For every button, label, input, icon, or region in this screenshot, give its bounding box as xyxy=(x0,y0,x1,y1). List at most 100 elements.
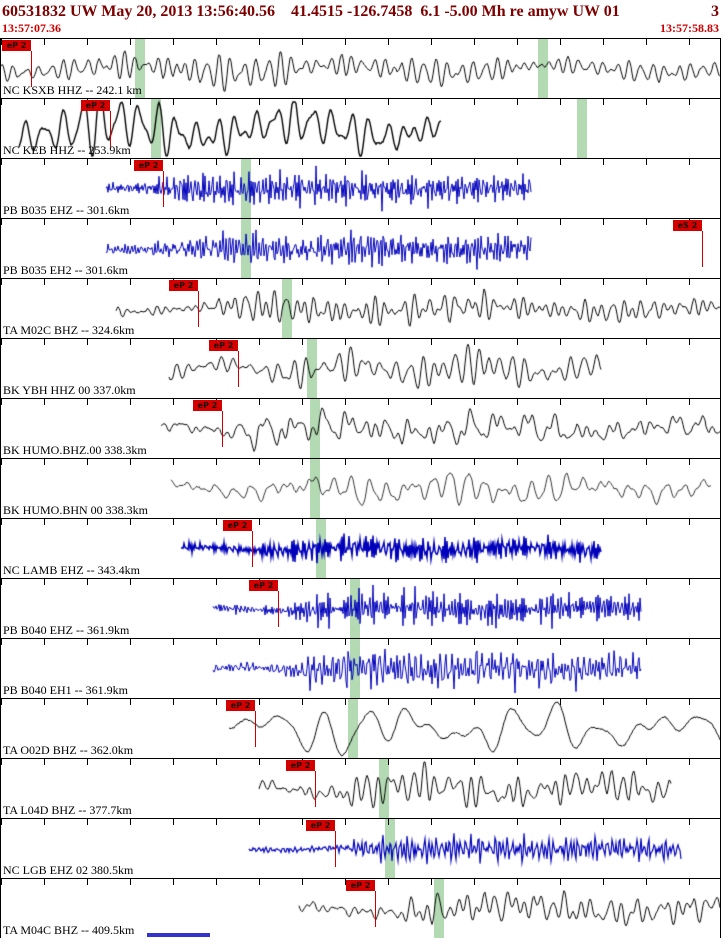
panel-container: NC KSXB HHZ -- 242.1 km eP 2 NC KEB HHZ … xyxy=(0,38,721,938)
pick-line xyxy=(702,231,703,267)
pick-flag-label[interactable]: eP 2 xyxy=(286,760,315,771)
trace-panel[interactable]: NC KEB HHZ -- 253.9km eP 2 xyxy=(1,98,720,158)
pick-flag-label[interactable]: eP 2 xyxy=(226,700,255,711)
trace-panel[interactable]: BK YBH HHZ 00 337.0km eP 2 xyxy=(1,338,720,398)
trace-panel[interactable]: NC LGB EHZ 02 380.5km eP 2 xyxy=(1,818,720,878)
pick-line xyxy=(198,291,199,327)
waveform xyxy=(1,759,720,818)
pick-flag-label[interactable]: eP 2 xyxy=(193,400,222,411)
trace-panel[interactable]: TA L04D BHZ -- 377.7km eP 2 xyxy=(1,758,720,818)
waveform xyxy=(1,39,720,98)
trace-panel[interactable]: TA M04C BHZ -- 409.5km eP 2 xyxy=(1,878,720,938)
trace-panel[interactable]: PB B035 EH2 -- 301.6km eS 2 xyxy=(1,218,720,278)
horizontal-scrollbar-thumb[interactable] xyxy=(147,933,210,937)
pick-line xyxy=(222,411,223,447)
phase-pick[interactable]: eP 2 xyxy=(193,400,223,447)
time-ticks xyxy=(1,699,720,705)
pick-flag-label[interactable]: eP 2 xyxy=(346,880,375,891)
trace-panel[interactable]: TA O02D BHZ -- 362.0km eP 2 xyxy=(1,698,720,758)
station-label: NC KSXB HHZ -- 242.1 km xyxy=(3,83,142,97)
pick-flag-label[interactable]: eP 2 xyxy=(81,100,110,111)
waveform xyxy=(1,399,720,458)
station-label: BK HUMO.BHN 00 338.3km xyxy=(3,503,149,517)
pick-line xyxy=(31,51,32,87)
pick-flag-label[interactable]: eP 2 xyxy=(2,40,31,51)
pick-line xyxy=(238,351,239,387)
pick-flag-label[interactable]: eP 2 xyxy=(134,160,163,171)
time-ticks xyxy=(1,579,720,585)
time-ticks xyxy=(1,219,720,225)
station-label: TA O02D BHZ -- 362.0km xyxy=(3,743,134,757)
pick-line xyxy=(375,891,376,927)
station-label: TA L04D BHZ -- 377.7km xyxy=(3,803,132,817)
phase-pick[interactable]: eP 2 xyxy=(226,700,256,747)
phase-pick[interactable]: eP 2 xyxy=(81,100,111,147)
trace-panel[interactable]: BK HUMO.BHZ.00 338.3km eP 2 xyxy=(1,398,720,458)
time-range-row: 13:57:07.36 13:57:58.83 xyxy=(2,22,719,38)
waveform xyxy=(1,339,720,398)
trace-panel[interactable]: TA M02C BHZ -- 324.6km eP 2 xyxy=(1,278,720,338)
station-label: BK YBH HHZ 00 337.0km xyxy=(3,383,136,397)
event-summary: 60531832 UW May 20, 2013 13:56:40.56 41.… xyxy=(2,3,620,20)
pick-line xyxy=(255,711,256,747)
station-label: NC LGB EHZ 02 380.5km xyxy=(3,863,134,877)
event-extra-flag: 3 xyxy=(711,3,719,20)
waveform xyxy=(1,639,720,698)
station-label: NC LAMB EHZ -- 343.4km xyxy=(3,563,140,577)
header-bar: 60531832 UW May 20, 2013 13:56:40.56 41.… xyxy=(0,0,721,38)
pick-flag-label[interactable]: eP 2 xyxy=(249,580,278,591)
time-ticks xyxy=(1,819,720,825)
trace-panel[interactable]: NC LAMB EHZ -- 343.4km eP 2 xyxy=(1,518,720,578)
phase-pick[interactable]: eP 2 xyxy=(286,760,316,807)
pick-flag-label[interactable]: eP 2 xyxy=(169,280,198,291)
pick-flag-label[interactable]: eS 2 xyxy=(673,220,702,231)
station-label: PB B035 EH2 -- 301.6km xyxy=(3,263,129,277)
pick-flag-label[interactable]: eP 2 xyxy=(209,340,238,351)
trace-panel[interactable]: PB B040 EHZ -- 361.9km eP 2 xyxy=(1,578,720,638)
pick-line xyxy=(335,831,336,867)
waveform xyxy=(1,459,720,518)
time-ticks xyxy=(1,639,720,645)
time-ticks xyxy=(1,159,720,165)
window-start-time: 13:57:07.36 xyxy=(2,21,61,35)
waveform xyxy=(1,579,720,638)
pick-line xyxy=(252,531,253,567)
time-ticks xyxy=(1,99,720,105)
phase-pick[interactable]: eP 2 xyxy=(346,880,376,927)
station-label: PB B035 EHZ -- 301.6km xyxy=(3,203,130,217)
pick-flag-label[interactable]: eP 2 xyxy=(223,520,252,531)
waveform xyxy=(1,99,720,158)
phase-pick[interactable]: eP 2 xyxy=(169,280,199,327)
station-label: PB B040 EHZ -- 361.9km xyxy=(3,623,130,637)
trace-panel[interactable]: NC KSXB HHZ -- 242.1 km eP 2 xyxy=(1,38,720,98)
pick-line xyxy=(278,591,279,627)
station-label: BK HUMO.BHZ.00 338.3km xyxy=(3,443,147,457)
event-title-row: 60531832 UW May 20, 2013 13:56:40.56 41.… xyxy=(2,0,719,22)
waveform xyxy=(1,279,720,338)
pick-flag-label[interactable]: eP 2 xyxy=(306,820,335,831)
station-label: TA M02C BHZ -- 324.6km xyxy=(3,323,135,337)
time-ticks xyxy=(1,759,720,765)
waveform xyxy=(1,159,720,218)
window-end-time: 13:57:58.83 xyxy=(660,21,719,35)
phase-pick[interactable]: eP 2 xyxy=(249,580,279,627)
trace-panel[interactable]: PB B040 EH1 -- 361.9km xyxy=(1,638,720,698)
phase-pick[interactable]: eP 2 xyxy=(306,820,336,867)
phase-pick[interactable]: eS 2 xyxy=(673,220,703,267)
phase-pick[interactable]: eP 2 xyxy=(209,340,239,387)
waveform xyxy=(1,819,720,878)
time-ticks xyxy=(1,39,720,45)
phase-pick[interactable]: eP 2 xyxy=(223,520,253,567)
trace-panel[interactable]: BK HUMO.BHN 00 338.3km xyxy=(1,458,720,518)
waveform xyxy=(1,519,720,578)
waveform xyxy=(1,219,720,278)
trace-panel[interactable]: PB B035 EHZ -- 301.6km eP 2 xyxy=(1,158,720,218)
time-ticks xyxy=(1,459,720,465)
phase-pick[interactable]: eP 2 xyxy=(2,40,32,87)
pick-line xyxy=(163,171,164,207)
station-label: PB B040 EH1 -- 361.9km xyxy=(3,683,129,697)
phase-pick[interactable]: eP 2 xyxy=(134,160,164,207)
pick-line xyxy=(110,111,111,147)
station-label: TA M04C BHZ -- 409.5km xyxy=(3,923,135,937)
pick-line xyxy=(315,771,316,807)
